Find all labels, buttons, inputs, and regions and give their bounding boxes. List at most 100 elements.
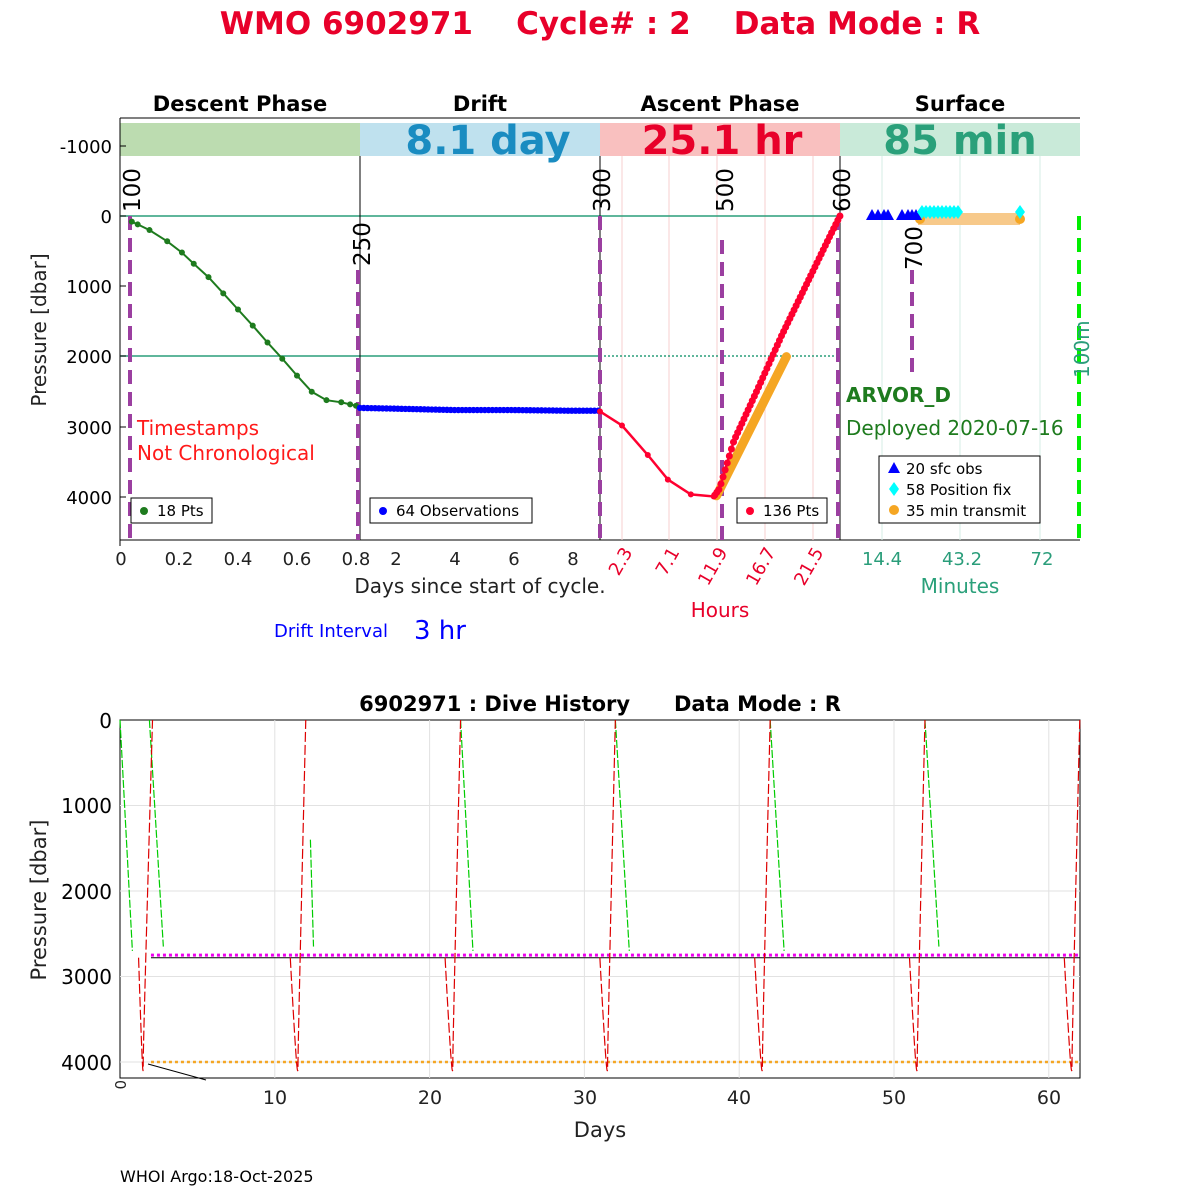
ascent-point: [727, 445, 735, 453]
float-type: ARVOR_D: [846, 383, 951, 407]
ascent-point: [723, 459, 731, 467]
bottom-x-tick: 50: [882, 1087, 906, 1109]
ascent-point: [715, 486, 723, 494]
descent-line: [131, 220, 357, 407]
top-y-tick: 4000: [66, 488, 112, 509]
drift-x-tick: 6: [508, 549, 519, 570]
bottom-plot-area: [119, 719, 1081, 1079]
descent-point: [178, 249, 185, 256]
descent-point: [146, 227, 153, 234]
phase-name-drift: Drift: [453, 92, 507, 116]
descent-point: [190, 260, 197, 267]
ascent-duration: 25.1 hr: [642, 118, 803, 164]
drift-duration: 8.1 day: [405, 118, 570, 164]
position-fix-point: [953, 205, 963, 219]
legend-drift: 64 Observations: [369, 497, 533, 524]
ascent-x-tick: 21.5: [790, 544, 828, 589]
footer-credit: WHOI Argo:18-Oct-2025: [120, 1167, 314, 1186]
ascent-x-tick: 16.7: [742, 544, 780, 589]
warning-line-2: Not Chronological: [137, 441, 315, 465]
phase-band-surface: [840, 123, 1080, 156]
days-axis-label: Days since start of cycle.: [354, 574, 605, 598]
descent-point: [347, 401, 354, 408]
marker-label-700: 700: [902, 226, 928, 270]
ascent-point: [597, 408, 603, 415]
phase-band-descent: [120, 123, 360, 156]
ascent-history-line: [137, 719, 154, 1072]
ascent-grid: [621, 156, 814, 540]
bottom-grid: [120, 720, 1080, 1078]
top-y-tick-marks: [120, 145, 126, 498]
descent-point: [249, 322, 256, 329]
bottom-x-ticks: 0 10 20 30 40 50 60: [112, 1080, 1061, 1109]
top-y-tick: 1000: [66, 277, 112, 298]
ascent-x-tick: 7.1: [652, 544, 685, 579]
surface-x-tick: 14.4: [862, 549, 902, 570]
event-markers: [128, 216, 914, 540]
surface-x-ticks: 14.4 43.2 72: [862, 549, 1053, 570]
descent-x-tick: 0.6: [283, 549, 312, 570]
ascent-series: [597, 212, 844, 501]
descent-point: [338, 399, 345, 406]
phase-name-ascent: Ascent Phase: [641, 92, 800, 116]
bottom-y-tick: 1000: [61, 794, 112, 818]
surface-x-tick: 43.2: [942, 549, 982, 570]
descent-point: [308, 388, 315, 395]
legend-ascent: 136 Pts: [736, 497, 828, 524]
bottom-title: 6902971 : Dive History Data Mode : R: [359, 692, 841, 716]
drift-interval-label: Drift Interval: [274, 621, 388, 642]
bottom-x-tick-zero: 0: [112, 1080, 130, 1090]
figure-title: WMO 6902971 Cycle# : 2 Data Mode : R: [220, 6, 981, 42]
top-y-tick: 3000: [66, 418, 112, 439]
marker-label-100: 100: [120, 168, 146, 212]
descent-point: [205, 274, 212, 281]
marker-label-250: 250: [350, 222, 376, 266]
ascent-point: [836, 212, 844, 220]
ascent-point: [719, 473, 727, 481]
legend-descent-label: 18 Pts: [157, 502, 204, 520]
ascent-point: [717, 480, 725, 488]
descent-point: [323, 397, 330, 404]
descent-point: [279, 355, 286, 362]
descent-point: [235, 306, 241, 313]
descent-point: [134, 221, 141, 228]
descent-point: [264, 339, 271, 346]
descent-history-line: [309, 839, 315, 947]
ascent-point: [644, 452, 651, 459]
phase-band-ascent: [600, 123, 840, 156]
surface-obs-point: [910, 209, 922, 220]
drift-x-tick: 2: [390, 549, 401, 570]
surface-series: [866, 205, 1025, 225]
position-fix-point: [1015, 205, 1025, 219]
descent-history-line: [119, 719, 133, 951]
drift-x-tick: 4: [449, 549, 460, 570]
bottom-y-tick: 2000: [61, 880, 112, 904]
top-y-tick: 2000: [66, 347, 112, 368]
descent-x-tick: 0.2: [165, 549, 194, 570]
descent-point: [220, 290, 227, 297]
surface-obs-point: [882, 209, 894, 220]
top-y-ticks: -1000 0 1000 2000 3000 4000: [60, 137, 112, 509]
descent-history-line: [924, 719, 940, 947]
marker-label-500: 500: [713, 168, 739, 212]
ascent-history-line: [289, 719, 307, 1072]
descent-series: [128, 218, 359, 409]
drift-x-tick: 8: [567, 549, 578, 570]
bottom-x-tick: 10: [263, 1087, 287, 1109]
bottom-y-tick: 4000: [61, 1051, 112, 1075]
descent-x-ticks: 0 0.2 0.4 0.6 0.8: [115, 549, 370, 570]
ascent-history-line: [599, 719, 616, 1072]
descent-history-line: [614, 719, 630, 951]
legend-drift-label: 64 Observations: [396, 502, 519, 520]
bottom-y-tick: 0: [99, 709, 112, 733]
legend-ascent-label: 136 Pts: [763, 502, 819, 520]
top-y-axis-label: Pressure [dbar]: [27, 253, 51, 406]
descent-x-tick: 0: [115, 549, 126, 570]
phase-band-drift: [360, 123, 600, 156]
ascent-x-ticks: 2.3 7.1 11.9 16.7 21.5: [605, 544, 829, 589]
descent-history-line: [769, 719, 785, 951]
transit-line: [147, 1063, 207, 1081]
top-y-tick: -1000: [60, 137, 112, 158]
surface-x-tick: 72: [1031, 549, 1054, 570]
